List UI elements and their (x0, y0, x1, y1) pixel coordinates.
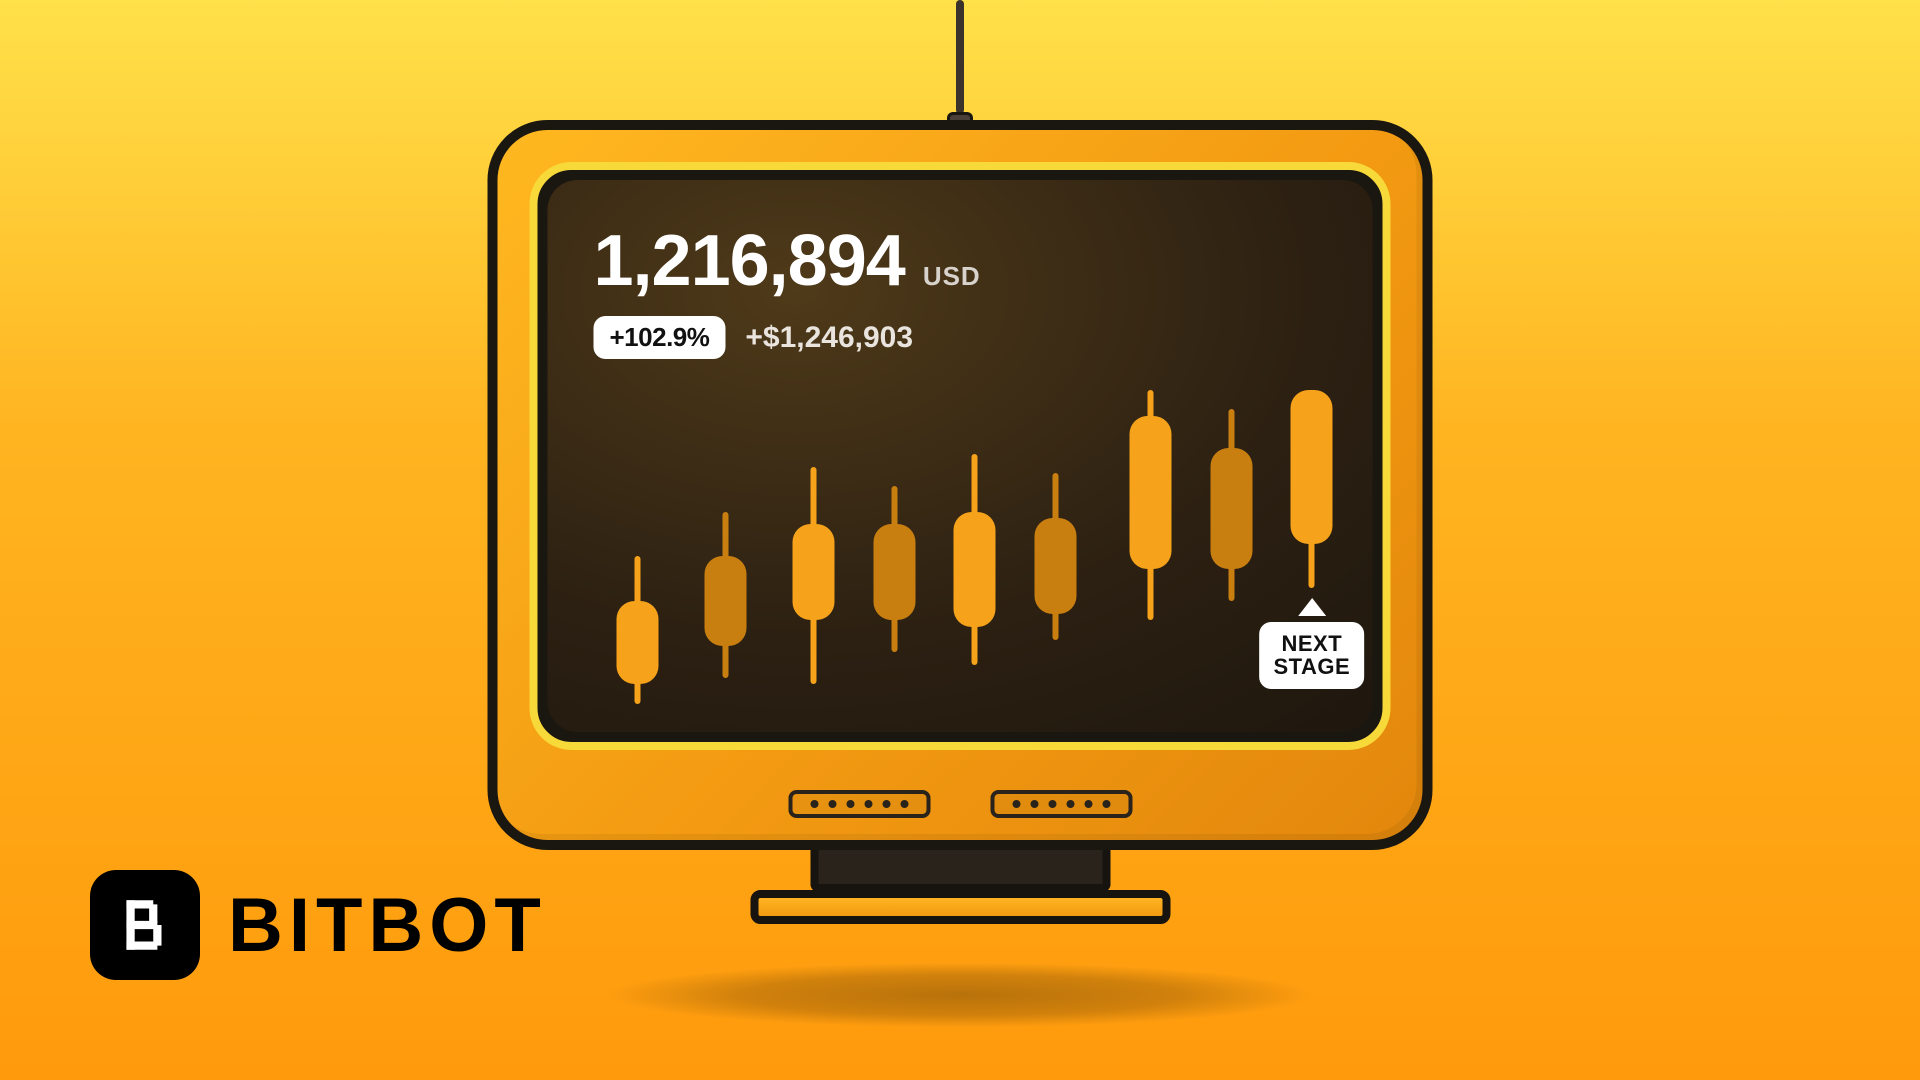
speaker-dot (882, 800, 890, 808)
floor-shadow (470, 950, 1450, 1040)
tv-screen: 1,216,894 USD +102.9% +$1,246,903 NEXT S… (548, 180, 1373, 732)
tv: 1,216,894 USD +102.9% +$1,246,903 NEXT S… (488, 120, 1433, 924)
antenna-rod (956, 0, 964, 114)
stand-neck (810, 850, 1110, 892)
candle-body (1034, 518, 1076, 614)
pct-change-badge: +102.9% (594, 316, 726, 359)
brand-name: BITBOT (228, 882, 547, 969)
callout-arrow-icon (1298, 598, 1326, 616)
speaker-dot (846, 800, 854, 808)
bitbot-b-icon (112, 892, 178, 958)
speaker-dot (864, 800, 872, 808)
amount-row: 1,216,894 USD (594, 220, 1327, 302)
candle-body (1291, 390, 1333, 544)
speaker-dot (1012, 800, 1020, 808)
speaker-dot (900, 800, 908, 808)
tv-speakers (498, 790, 1423, 818)
tv-stand (750, 850, 1170, 924)
speaker-dot (828, 800, 836, 808)
speaker-dot (1048, 800, 1056, 808)
tv-screen-rim: 1,216,894 USD +102.9% +$1,246,903 NEXT S… (530, 162, 1391, 750)
abs-change: +$1,246,903 (745, 321, 913, 355)
callout-label: NEXT STAGE (1260, 622, 1365, 688)
speaker-left (788, 790, 930, 818)
currency-label: USD (923, 261, 981, 292)
candle-body (1130, 416, 1172, 570)
candle-body (873, 524, 915, 620)
delta-row: +102.9% +$1,246,903 (594, 316, 1327, 359)
candle-body (954, 512, 996, 627)
candle-body (704, 556, 746, 646)
speaker-dot (1102, 800, 1110, 808)
stand-plate (750, 890, 1170, 924)
speaker-dot (810, 800, 818, 808)
logo-mark-icon (90, 870, 200, 980)
candlestick-chart: NEXT STAGE (594, 390, 1327, 702)
candle-body (616, 601, 658, 684)
speaker-dot (1066, 800, 1074, 808)
speaker-dot (1030, 800, 1038, 808)
next-stage-callout: NEXT STAGE (1260, 598, 1365, 688)
brand-logo: BITBOT (90, 870, 547, 980)
candle-body (792, 524, 834, 620)
speaker-dot (1084, 800, 1092, 808)
tv-antenna (947, 0, 973, 130)
tv-body: 1,216,894 USD +102.9% +$1,246,903 NEXT S… (488, 120, 1433, 850)
portfolio-amount: 1,216,894 (594, 220, 905, 302)
speaker-right (990, 790, 1132, 818)
candle-body (1210, 448, 1252, 570)
